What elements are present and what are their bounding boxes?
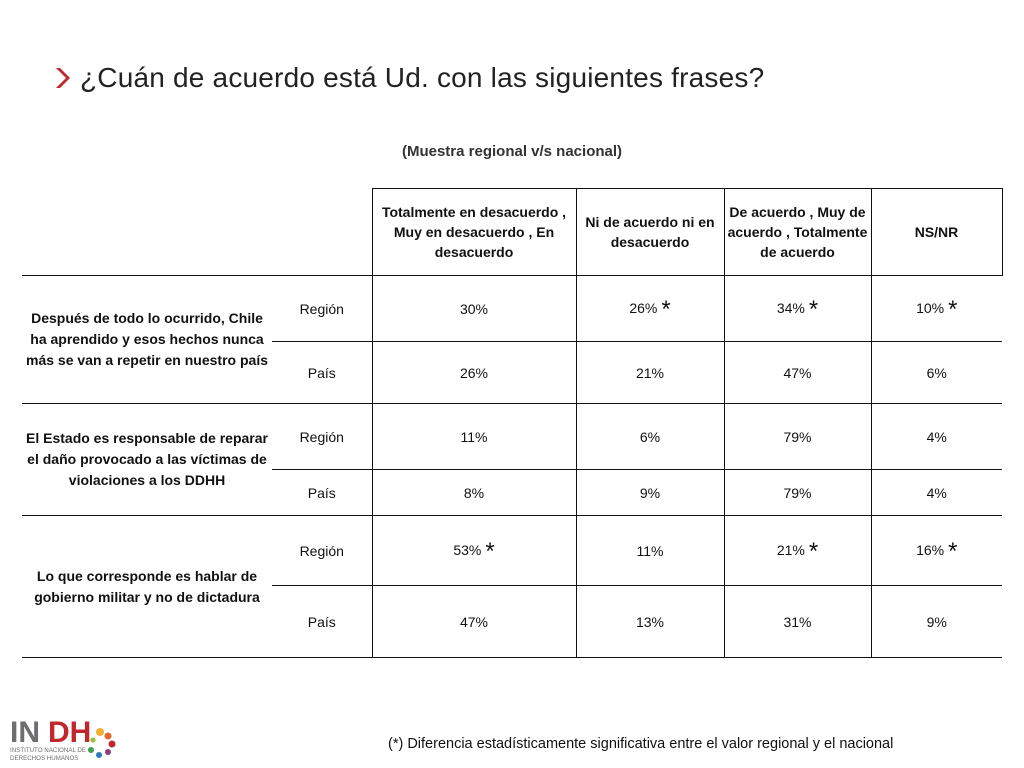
question-cell: Lo que corresponde es hablar de gobierno…: [22, 515, 272, 658]
value-cell: 10% *: [870, 275, 1002, 342]
question-cell: El Estado es responsable de reparar el d…: [22, 403, 272, 516]
value-cell: 11%: [575, 515, 724, 586]
svg-text:INSTITUTO NACIONAL DE: INSTITUTO NACIONAL DE: [10, 747, 86, 754]
row-label: Región: [272, 403, 372, 470]
value-text: 26%: [459, 364, 489, 381]
value-text: 79%: [783, 428, 812, 445]
value-cell: 79%: [723, 469, 871, 516]
significance-star-icon: *: [808, 295, 819, 323]
row-label: Región: [272, 275, 372, 342]
value-cell: 8%: [371, 469, 576, 516]
value-cell: 47%: [723, 341, 871, 404]
value-cell: 30%: [371, 275, 576, 342]
value-text: 30%: [459, 300, 489, 317]
value-text: 9%: [926, 613, 947, 630]
row-label: País: [272, 341, 372, 404]
table-row-pais: País 26% 21% 47% 6%: [22, 341, 1002, 404]
value-text: 53%: [453, 542, 482, 559]
value-text: 11%: [636, 542, 664, 559]
value-cell: 34% *: [723, 275, 871, 342]
value-text: 8%: [463, 484, 485, 501]
row-label: Región: [272, 515, 372, 586]
footnote: (*) Diferencia estadísticamente signific…: [388, 736, 894, 752]
significance-star-icon: *: [948, 295, 958, 323]
svg-text:DH: DH: [48, 716, 91, 749]
value-cell: 21% *: [723, 515, 871, 586]
value-cell: 21%: [575, 341, 724, 404]
value-text: 9%: [639, 484, 661, 501]
page-title: ¿Cuán de acuerdo está Ud. con las siguie…: [80, 62, 765, 93]
column-header: Ni de acuerdo ni en desacuerdo: [575, 188, 725, 276]
value-text: 6%: [926, 364, 947, 381]
title-bar: ¿Cuán de acuerdo está Ud. con las siguie…: [52, 62, 764, 94]
value-cell: 4%: [870, 403, 1002, 470]
value-text: 4%: [926, 428, 947, 445]
value-text: 16%: [916, 542, 945, 559]
significance-star-icon: *: [948, 537, 958, 565]
value-cell: 6%: [575, 403, 724, 470]
value-cell: 9%: [575, 469, 724, 516]
row-label: País: [272, 469, 372, 516]
table-row-region: El Estado es responsable de reparar el d…: [22, 403, 1002, 516]
header-blank-cell: [272, 188, 372, 276]
value-cell: 47%: [371, 585, 576, 658]
value-text: 21%: [776, 542, 805, 559]
header-blank-cell: [22, 188, 272, 276]
column-header: NS/NR: [870, 188, 1003, 276]
value-cell: 26%: [371, 341, 576, 404]
page-subtitle: (Muestra regional v/s nacional): [401, 143, 623, 160]
value-text: 47%: [459, 613, 489, 630]
value-cell: 4%: [870, 469, 1002, 516]
value-text: 31%: [783, 613, 812, 630]
indh-logo: IN DH INSTITUTO NACIONAL DE DERECHOS HUM…: [10, 716, 116, 762]
value-cell: 79%: [723, 403, 871, 470]
svg-text:DERECHOS HUMANOS: DERECHOS HUMANOS: [10, 755, 78, 762]
value-cell: 26% *: [575, 275, 724, 342]
value-text: 79%: [783, 484, 812, 501]
significance-star-icon: *: [808, 537, 819, 565]
value-text: 21%: [635, 364, 665, 381]
table-row-pais: País 8% 9% 79% 4%: [22, 469, 1002, 516]
column-header: Totalmente en desacuerdo , Muy en desacu…: [371, 188, 577, 276]
value-cell: 6%: [870, 341, 1002, 404]
value-cell: 11%: [371, 403, 576, 470]
value-text: 26%: [629, 300, 658, 317]
significance-star-icon: *: [485, 537, 495, 565]
value-text: 34%: [776, 300, 805, 317]
table-row-region: Después de todo lo ocurrido, Chile ha ap…: [22, 275, 1002, 404]
column-header: De acuerdo , Muy de acuerdo , Totalmente…: [723, 188, 872, 276]
value-cell: 13%: [575, 585, 724, 658]
table-row-region: Lo que corresponde es hablar de gobierno…: [22, 515, 1002, 658]
table-header-row: Totalmente en desacuerdo , Muy en desacu…: [22, 188, 1003, 276]
significance-star-icon: *: [661, 295, 671, 323]
survey-table: Totalmente en desacuerdo , Muy en desacu…: [22, 188, 1003, 658]
value-cell: 53% *: [371, 515, 576, 586]
table-row-pais: País 47% 13% 31% 9%: [22, 585, 1002, 658]
question-cell: Después de todo lo ocurrido, Chile ha ap…: [22, 275, 272, 404]
svg-text:IN: IN: [10, 716, 40, 749]
row-label: País: [272, 585, 372, 658]
value-cell: 9%: [870, 585, 1002, 658]
value-cell: 31%: [723, 585, 871, 658]
value-cell: 16% *: [870, 515, 1002, 586]
value-text: 10%: [916, 300, 945, 317]
chevron-right-icon: [56, 68, 70, 88]
value-text: 13%: [635, 613, 665, 630]
value-text: 6%: [639, 428, 661, 445]
value-text: 47%: [783, 364, 812, 381]
value-text: 11%: [460, 428, 488, 445]
value-text: 4%: [926, 484, 947, 501]
